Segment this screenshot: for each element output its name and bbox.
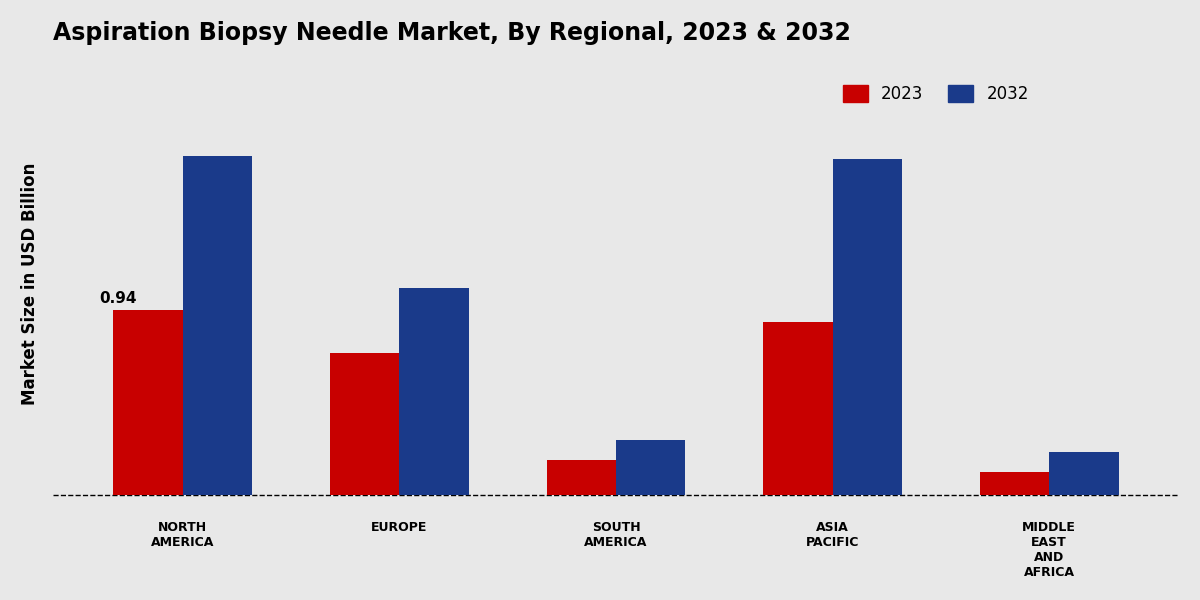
- Bar: [400, 288, 469, 496]
- Bar: [113, 310, 182, 496]
- Bar: [547, 460, 616, 496]
- Bar: [182, 155, 252, 496]
- Text: Aspiration Biopsy Needle Market, By Regional, 2023 & 2032: Aspiration Biopsy Needle Market, By Regi…: [53, 21, 851, 45]
- Bar: [1049, 452, 1118, 496]
- Bar: [616, 440, 685, 496]
- Bar: [763, 322, 833, 496]
- Bar: [330, 353, 400, 496]
- Bar: [833, 160, 902, 496]
- Legend: 2023, 2032: 2023, 2032: [836, 78, 1036, 109]
- Y-axis label: Market Size in USD Billion: Market Size in USD Billion: [20, 163, 38, 405]
- Bar: [980, 472, 1049, 496]
- Text: 0.94: 0.94: [100, 291, 137, 306]
